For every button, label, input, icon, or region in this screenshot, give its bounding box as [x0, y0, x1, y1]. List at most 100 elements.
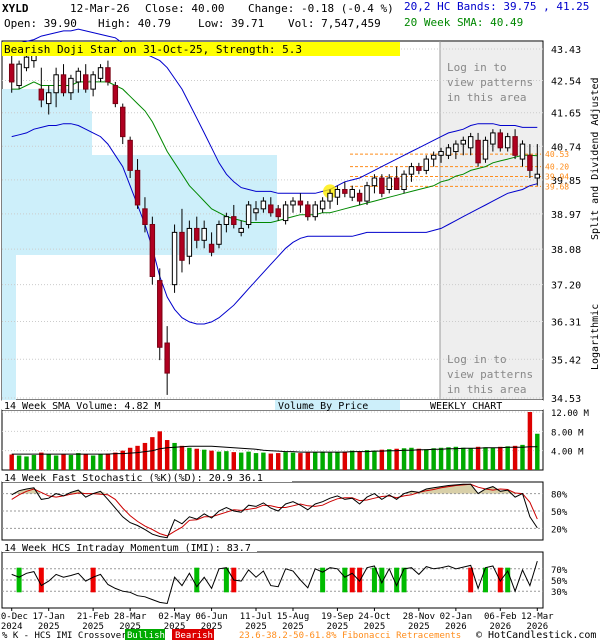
volume-by-price-title: Volume By Price — [278, 401, 368, 412]
candle-body — [45, 92, 52, 105]
price-tick-label: 41.65 — [551, 109, 581, 120]
volume-bar — [209, 450, 214, 470]
volume-bar — [83, 454, 88, 470]
fib-legend: 23.6-38.2-50-61.8% Fibonacci Retracement… — [239, 631, 461, 640]
volume-bar — [24, 456, 29, 470]
candle-body — [112, 85, 119, 105]
volume-bar — [305, 452, 311, 470]
volume-sma-title: 14 Week SMA Volume: 4.82 M — [4, 401, 161, 412]
volume-sma-line — [11, 445, 538, 455]
candle-body — [438, 151, 444, 156]
imi-bullish-marker — [482, 567, 488, 593]
volume-bar — [401, 448, 407, 470]
x-tick-month: 20-Dec — [0, 612, 28, 622]
volume-bar — [342, 451, 348, 470]
bearish-legend: Bearish — [175, 631, 213, 640]
imi-bullish-marker — [342, 567, 348, 593]
volume-bar — [468, 448, 473, 470]
candle-body — [512, 136, 518, 156]
vbp-label-bg — [275, 400, 400, 410]
volume-bar — [446, 447, 451, 470]
x-tick-month: 28-Mar — [114, 612, 147, 622]
candle-body — [386, 177, 392, 191]
candle-body — [105, 67, 111, 83]
imi-bullish-marker — [394, 567, 400, 593]
x-tick-year: 2025 — [408, 622, 430, 632]
volume-bar — [498, 446, 503, 470]
upper-band-line — [11, 28, 538, 194]
volume-bar — [394, 448, 399, 470]
x-tick-year: 2025 — [164, 622, 186, 632]
candle-body — [260, 200, 267, 210]
volume-bar — [350, 450, 355, 470]
volume-bar — [142, 442, 148, 470]
high-label: High: 40.79 — [98, 17, 171, 30]
volume-bar — [453, 446, 459, 470]
volume-bar — [372, 450, 377, 470]
low-label: Low: 39.71 — [198, 17, 265, 30]
candle-body — [297, 200, 304, 206]
volume-bar — [268, 453, 274, 470]
volume-bar — [31, 455, 37, 470]
candle-body — [83, 74, 89, 90]
volume-bar — [39, 452, 44, 470]
volume-bar — [335, 452, 340, 470]
volume-bar — [490, 447, 496, 470]
volume-bar — [105, 453, 111, 470]
volume-bar — [150, 437, 155, 470]
volume-bar — [216, 451, 222, 470]
volume-bar — [387, 449, 392, 470]
fib-label: 40.53 — [545, 150, 569, 159]
x-tick-month: 11-Jul — [240, 612, 273, 622]
candle-body — [319, 200, 326, 210]
stoch-title-bg — [2, 472, 292, 482]
volume-bar — [172, 442, 177, 470]
candle-body — [453, 143, 459, 153]
candle-body — [208, 243, 215, 253]
login-prompt-bottom: Log in to — [447, 353, 507, 366]
candle-body — [527, 154, 533, 171]
candle-body — [282, 204, 289, 222]
login-prompt-bottom: in this area — [447, 383, 526, 396]
split-adjusted-label: Split and Dividend Adjusted — [590, 77, 600, 240]
stoch-title: 14 Week Fast Stochastic (%K)(%D): 20.9 3… — [4, 473, 263, 484]
imi-bullish-marker — [401, 567, 407, 593]
volume-bar — [16, 455, 22, 470]
candle-body — [349, 189, 355, 198]
volume-bar — [187, 447, 192, 470]
volume-bar — [298, 453, 303, 470]
candle-body — [275, 208, 281, 218]
imi-bullish-marker — [320, 567, 326, 593]
x-tick-year: 2025 — [82, 622, 104, 632]
candle-body — [245, 204, 252, 225]
candle-body — [519, 143, 526, 160]
price-tick-label: 42.54 — [551, 77, 581, 88]
candle-body — [75, 70, 82, 83]
candle-body — [60, 74, 67, 94]
candle-body — [379, 177, 385, 194]
x-tick-year: 2025 — [201, 622, 223, 632]
volume-label: Vol: 7,547,459 — [288, 17, 381, 30]
candle-body — [534, 173, 541, 179]
imi-bullish-marker — [16, 567, 22, 593]
x-tick-month: 02-Jan — [440, 612, 473, 622]
imi-tick-label: 30% — [551, 588, 568, 598]
imi-bearish-marker — [349, 567, 355, 593]
volume-bar — [98, 454, 103, 470]
candle-body — [356, 192, 363, 202]
x-tick-year: 2024 — [1, 622, 23, 632]
imi-tick-label: 70% — [551, 566, 568, 576]
price-tick-label: 43.43 — [551, 45, 581, 56]
x-tick-year: 2025 — [119, 622, 141, 632]
imi-bearish-marker — [38, 567, 44, 593]
candle-body — [253, 208, 259, 214]
candle-body — [423, 158, 429, 171]
lower-band-line — [11, 123, 538, 325]
x-tick-month: 15-Aug — [277, 612, 310, 622]
candle-body — [408, 166, 415, 175]
volume-bar — [179, 445, 185, 470]
volume-bar — [483, 447, 488, 470]
candle-body — [290, 200, 296, 206]
volume-bar — [527, 412, 533, 470]
footer-legend: % K - HCS IMI Crossover, — [2, 631, 132, 640]
